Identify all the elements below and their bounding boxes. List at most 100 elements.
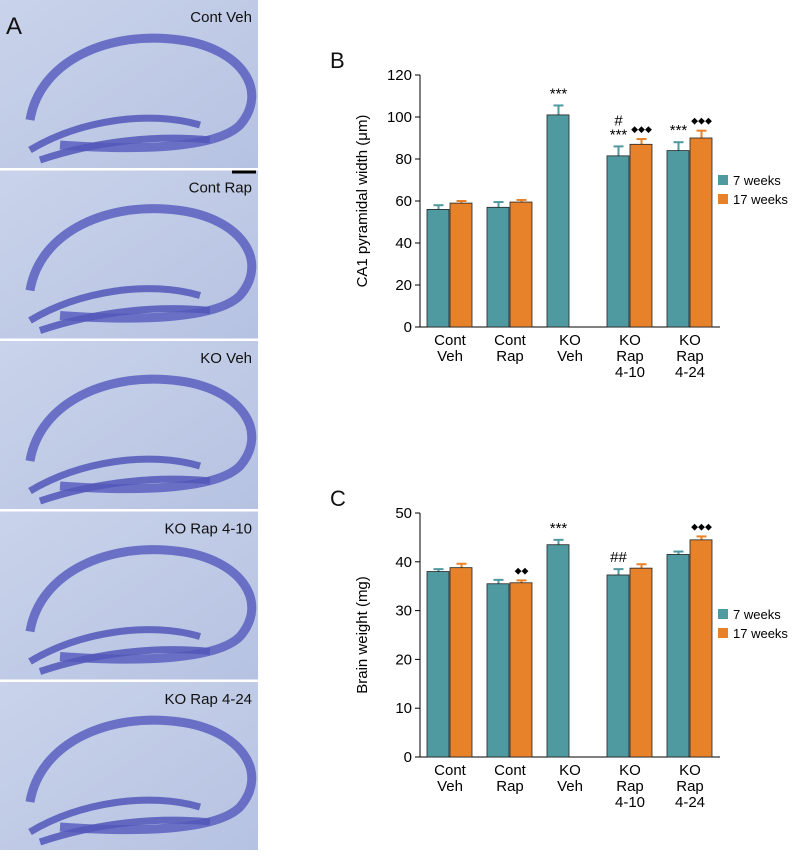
x-tick-label: KO [679, 332, 701, 349]
x-tick-label: Veh [557, 778, 583, 795]
bar [486, 583, 510, 758]
y-tick-label: 60 [395, 193, 412, 210]
y-tick-label: 100 [387, 109, 412, 126]
y-tick-label: 120 [387, 67, 412, 84]
significance-marker: ◆◆◆ [691, 116, 712, 126]
dentate-gyrus [28, 455, 211, 505]
x-tick-label: Rap [676, 348, 704, 365]
significance-marker: ◆◆◆ [691, 521, 712, 531]
x-tick-label: Cont [434, 332, 467, 349]
y-tick-label: 50 [395, 505, 412, 522]
dentate-gyrus [28, 285, 211, 334]
significance-marker: *** [610, 126, 628, 143]
bar [449, 567, 473, 758]
bar [426, 208, 450, 328]
x-tick-label: Veh [437, 778, 463, 795]
bar [629, 567, 653, 758]
image-label: KO Rap 4-10 [164, 521, 252, 538]
legend-label: 17 weeks [733, 192, 788, 207]
x-tick-label: KO [559, 762, 581, 779]
x-tick-label: Rap [616, 778, 644, 795]
image-label: Cont Rap [189, 180, 252, 197]
bar [449, 202, 473, 328]
x-tick-label: KO [679, 762, 701, 779]
x-tick-label: 4-10 [615, 794, 645, 811]
bar [426, 571, 450, 758]
bar [689, 539, 713, 758]
x-tick-label: Cont [434, 762, 467, 779]
y-tick-label: 0 [404, 319, 412, 336]
x-tick-label: Veh [437, 348, 463, 365]
bar [666, 150, 690, 328]
bar [509, 582, 533, 758]
y-tick-label: 80 [395, 151, 412, 168]
pyramidal-layer [25, 33, 257, 153]
legend-swatch [718, 194, 728, 204]
legend-swatch [718, 175, 728, 185]
x-tick-label: Veh [557, 348, 583, 365]
bar [689, 137, 713, 328]
x-tick-label: Rap [616, 348, 644, 365]
bar [546, 114, 570, 328]
significance-marker: *** [550, 520, 568, 537]
y-tick-label: 40 [395, 235, 412, 252]
y-tick-label: 20 [395, 651, 412, 668]
legend-swatch [718, 628, 728, 638]
image-label: KO Rap 4-24 [164, 691, 252, 708]
y-tick-label: 30 [395, 603, 412, 620]
hippocampus [25, 545, 257, 675]
pyramidal-layer [25, 204, 257, 323]
hippocampus [25, 33, 257, 164]
x-tick-label: KO [619, 762, 641, 779]
x-tick-label: Rap [676, 778, 704, 795]
y-tick-label: 0 [404, 749, 412, 766]
x-tick-label: KO [619, 332, 641, 349]
pyramidal-layer [25, 715, 257, 835]
dentate-gyrus [28, 114, 211, 164]
significance-marker: ## [610, 549, 627, 566]
bar [509, 201, 533, 328]
legend-label: 7 weeks [733, 607, 781, 622]
bar [606, 574, 630, 758]
panel-label: A [6, 13, 22, 40]
bar [546, 544, 570, 758]
bar [486, 206, 510, 328]
x-tick-label: Rap [496, 348, 524, 365]
legend-swatch [718, 609, 728, 619]
y-tick-label: 10 [395, 700, 412, 717]
image-label: Cont Veh [190, 9, 252, 26]
significance-marker: ◆◆◆ [631, 124, 652, 134]
legend-label: 7 weeks [733, 173, 781, 188]
hippocampus [25, 204, 257, 334]
significance-marker: *** [670, 122, 688, 139]
x-tick-label: 4-24 [675, 364, 705, 381]
x-tick-label: 4-10 [615, 364, 645, 381]
hippocampus [25, 374, 257, 505]
bar [629, 143, 653, 328]
dentate-gyrus [28, 626, 211, 675]
bar [606, 155, 630, 328]
y-tick-label: 20 [395, 277, 412, 294]
pyramidal-layer [25, 374, 257, 494]
legend-label: 17 weeks [733, 626, 788, 641]
panel-label: C [330, 486, 346, 511]
y-axis-title: CA1 pyramidal width (μm) [354, 115, 371, 288]
significance-marker: ◆◆ [515, 565, 529, 575]
significance-marker: *** [550, 85, 568, 102]
x-tick-label: KO [559, 332, 581, 349]
x-tick-label: Rap [496, 778, 524, 795]
bar [666, 554, 690, 758]
x-tick-label: Cont [494, 332, 527, 349]
x-tick-label: Cont [494, 762, 527, 779]
dentate-gyrus [28, 796, 211, 846]
x-tick-label: 4-24 [675, 794, 705, 811]
significance-marker: # [614, 112, 623, 129]
hippocampus [25, 715, 257, 846]
panel-label: B [330, 48, 345, 73]
pyramidal-layer [25, 545, 257, 664]
y-axis-title: Brain weight (mg) [354, 576, 371, 694]
image-label: KO Veh [200, 350, 252, 367]
y-tick-label: 40 [395, 554, 412, 571]
